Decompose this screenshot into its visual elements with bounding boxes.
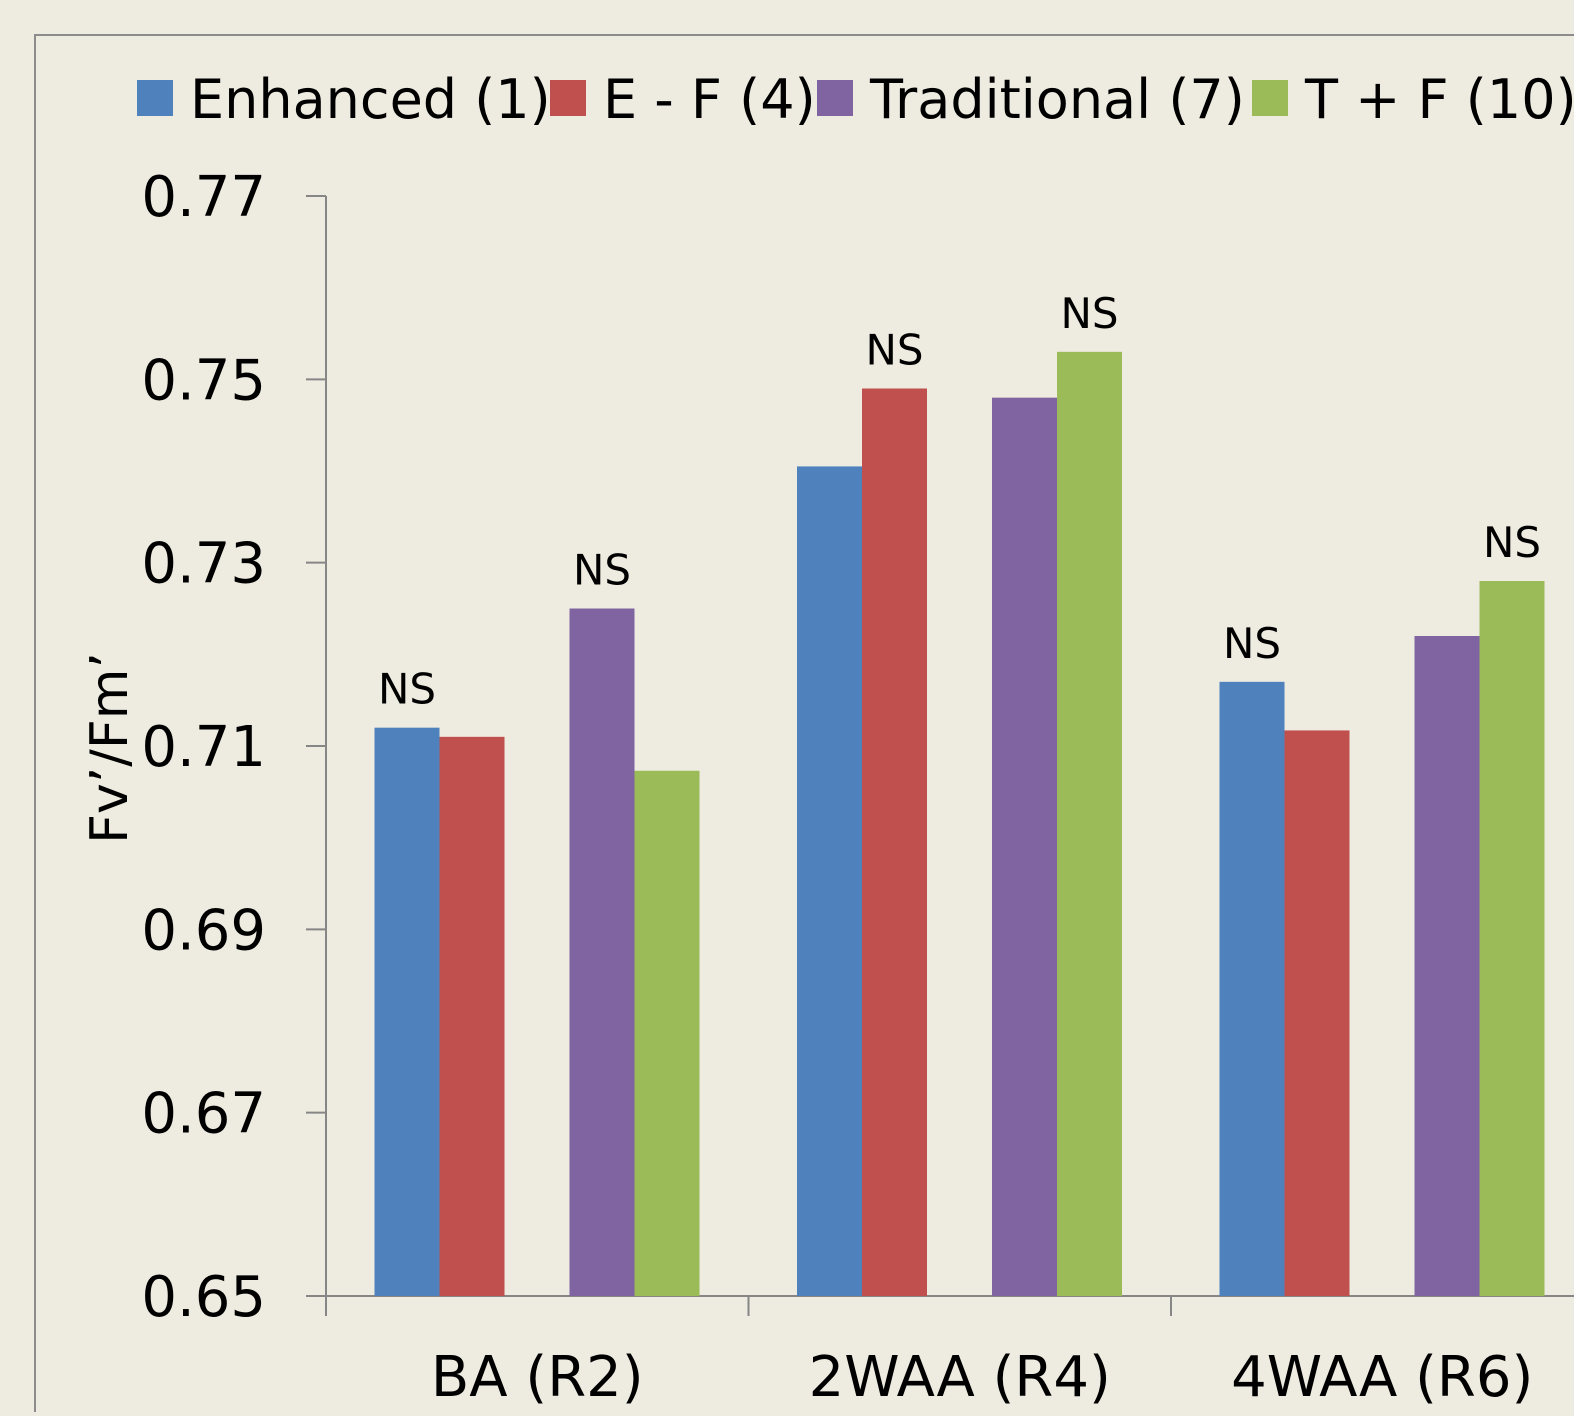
bar <box>1414 636 1480 1296</box>
y-tick-label: 0.67 <box>141 1082 266 1147</box>
legend-label: Traditional (7) <box>869 68 1245 131</box>
bars <box>374 351 1545 1297</box>
legend-label: E - F (4) <box>603 68 816 131</box>
legend-label: T + F (10) <box>1304 68 1574 131</box>
y-tick-label: 0.65 <box>141 1265 266 1330</box>
bar <box>439 736 505 1296</box>
legend-swatch <box>817 80 853 116</box>
bar <box>1284 730 1350 1296</box>
bar-annotation: NS <box>378 665 436 714</box>
y-tick-label: 0.73 <box>141 532 266 597</box>
x-axis: BA (R2) 2WAA (R4) 4WAA (R6) <box>325 1295 1574 1410</box>
bar <box>634 770 700 1296</box>
bar <box>862 388 927 1296</box>
y-tick-label: 0.71 <box>141 715 266 780</box>
bar <box>569 608 635 1296</box>
bar <box>374 727 440 1296</box>
legend-swatch <box>137 80 173 116</box>
legend-label: Enhanced (1) <box>190 68 551 131</box>
bar-annotation: NS <box>1223 619 1281 668</box>
y-tick-label: 0.69 <box>141 898 266 963</box>
bar <box>992 397 1057 1297</box>
bar <box>797 466 862 1297</box>
legend-swatch <box>1252 80 1288 116</box>
x-tick-label: 4WAA (R6) <box>1231 1345 1533 1410</box>
bar <box>1479 581 1545 1296</box>
bar-annotation: NS <box>865 326 923 375</box>
x-tick-label: BA (R2) <box>431 1345 644 1410</box>
bar-annotation: NS <box>1483 518 1541 567</box>
bar <box>1057 351 1122 1296</box>
y-tick-label: 0.77 <box>141 165 266 230</box>
bar-annotation: NS <box>1060 289 1118 338</box>
annotations: NS NS NS NS NS NS <box>378 289 1541 714</box>
bar <box>1219 681 1285 1296</box>
y-tick-label: 0.75 <box>141 348 266 413</box>
legend: Enhanced (1) E - F (4) Traditional (7) T + … <box>137 68 1574 131</box>
bar-annotation: NS <box>573 546 631 595</box>
x-tick-label: 2WAA (R4) <box>809 1345 1111 1410</box>
legend-swatch <box>550 80 586 116</box>
y-axis: 0.65 0.67 0.69 0.71 0.73 0.75 0.77 <box>141 165 327 1330</box>
y-axis-title: Fv’/Fm’ <box>80 652 140 844</box>
